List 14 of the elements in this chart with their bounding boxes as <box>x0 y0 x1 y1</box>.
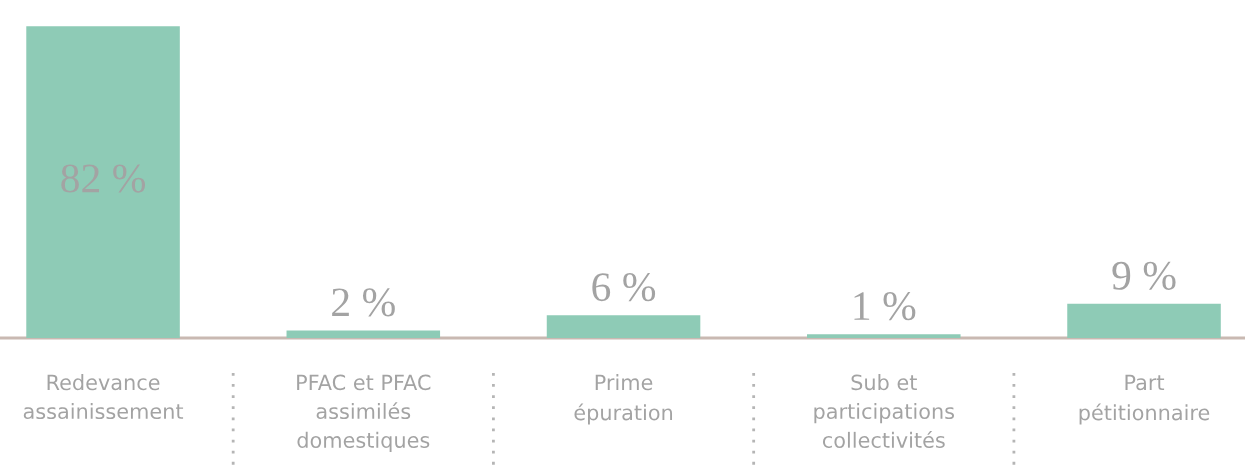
data-label: 2 % <box>332 288 395 317</box>
data-label: 9 % <box>1112 261 1176 290</box>
x-tick-label: PFAC et PFAC assimilés domestiques <box>297 374 431 453</box>
bar <box>286 330 441 338</box>
data-label: 6 % <box>592 273 656 302</box>
bar <box>546 315 701 338</box>
x-tick-label: Redevance assainissement <box>23 374 184 420</box>
bar <box>1067 303 1221 338</box>
bar <box>26 26 180 338</box>
bar <box>807 334 961 338</box>
x-tick-label: Prime épuration <box>574 374 673 425</box>
x-tick-label: Sub et participations collectivités <box>814 374 955 448</box>
x-tick-label: Part pétitionnaire <box>1079 374 1210 425</box>
data-label: 1 % <box>854 292 916 321</box>
